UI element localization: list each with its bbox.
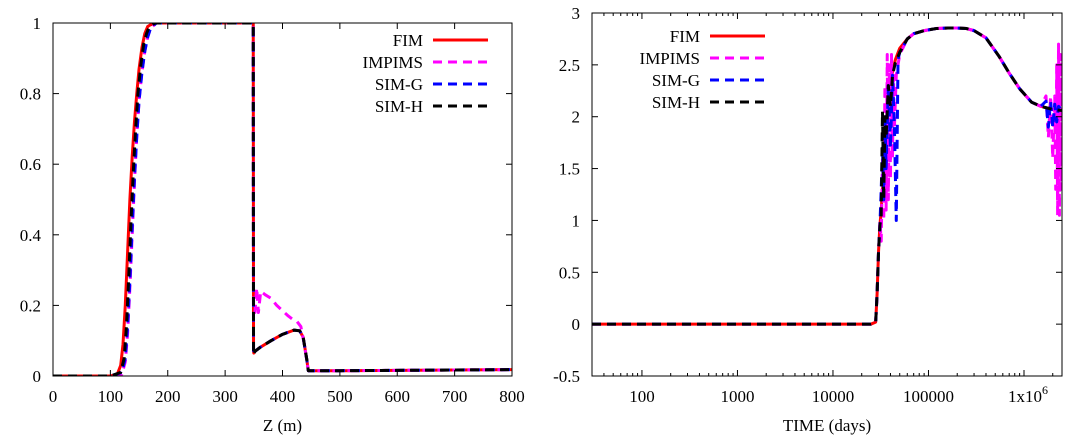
- legend-label: SIM-H: [652, 93, 700, 112]
- series-line-sim-h: [53, 23, 512, 376]
- x-tick-label: 700: [442, 387, 468, 406]
- legend: FIM IMPIMS SIM-G SIM-H: [363, 31, 488, 116]
- legend-label: SIM-G: [375, 75, 423, 94]
- series-lines: [592, 26, 1062, 326]
- y-tick-label: 0.6: [20, 155, 41, 174]
- x-tick-label: 400: [270, 387, 296, 406]
- y-tick-label: 0: [33, 367, 42, 386]
- x-tick-label: 100: [629, 387, 655, 406]
- y-tick-label: 0.4: [20, 226, 42, 245]
- plot-frame: [591, 12, 1063, 377]
- x-tick-label: 800: [499, 387, 525, 406]
- legend-label: SIM-H: [375, 97, 423, 116]
- x-axis-label: Z (m): [263, 416, 302, 435]
- series-line-sim-h: [592, 26, 1062, 326]
- x-tick-label: 300: [212, 387, 238, 406]
- y-tick-label: 2.5: [559, 56, 580, 75]
- y-tick-label: 0.8: [20, 85, 41, 104]
- legend-label: SIM-G: [652, 71, 700, 90]
- y-tick-label: 2: [572, 108, 581, 127]
- y-tick-label: 0: [572, 315, 581, 334]
- x-tick-label: 500: [327, 387, 353, 406]
- series-line-sim-g: [53, 23, 512, 376]
- series-line-fim: [53, 23, 512, 376]
- legend-label: IMPIMS: [363, 53, 423, 72]
- plot-frame: [52, 22, 513, 377]
- x-tick-label: 100: [98, 387, 124, 406]
- legend-label: IMPIMS: [640, 49, 700, 68]
- series-line-impims: [53, 23, 512, 376]
- y-tick-label: 0.5: [559, 263, 580, 282]
- x-tick-label: 600: [385, 387, 411, 406]
- legend-label: FIM: [670, 27, 700, 46]
- legend-label: FIM: [393, 31, 423, 50]
- x-tick-label: 1x106: [1008, 383, 1048, 406]
- left-chart: 0 0.2 0.4 0.6 0.8 1 0 100 200 300 400 500 600 700 800 Z…: [20, 14, 525, 435]
- right-chart: -0.5 0 0.5 1 1.5 2 2.5 3 100 1000 10000 100000 1x106…: [553, 4, 1063, 435]
- x-axis-label: TIME (days): [783, 416, 871, 435]
- y-tick-label: 1: [572, 211, 581, 230]
- series-lines: [53, 23, 512, 376]
- y-tick-label: 3: [572, 4, 581, 23]
- y-tick-label: -0.5: [553, 367, 580, 386]
- legend: FIM IMPIMS SIM-G SIM-H: [640, 27, 765, 112]
- x-tick-label: 0: [49, 387, 58, 406]
- x-tick-label: 100000: [903, 387, 954, 406]
- y-tick-label: 0.2: [20, 296, 41, 315]
- x-tick-label: 10000: [812, 387, 855, 406]
- x-tick-label: 1000: [720, 387, 754, 406]
- x-tick-label: 200: [155, 387, 181, 406]
- y-tick-label: 1.5: [559, 160, 580, 179]
- y-tick-label: 1: [33, 14, 42, 33]
